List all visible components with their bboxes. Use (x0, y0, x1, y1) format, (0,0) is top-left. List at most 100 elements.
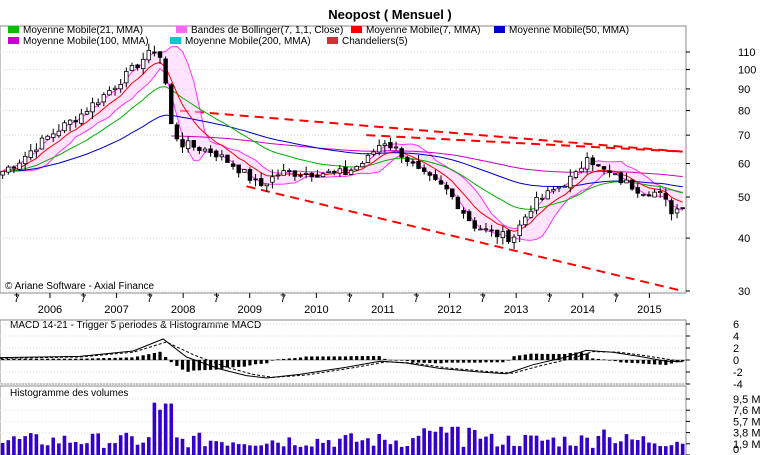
candle-body (236, 164, 241, 174)
candle-body (534, 197, 539, 211)
macd-histogram-bar (231, 360, 235, 368)
candle-body (618, 172, 624, 184)
volume-bar (635, 440, 640, 455)
candle-body (427, 172, 432, 176)
ma100-line (171, 135, 683, 178)
mid-year-tick-label: 7 (347, 293, 353, 305)
macd-histogram-bar (551, 353, 556, 360)
macd-histogram-bar (439, 360, 443, 364)
volume-bar (416, 435, 421, 455)
macd-histogram-bar (169, 360, 173, 363)
macd-histogram-bar (613, 360, 617, 362)
candle-body (326, 170, 331, 173)
candle-body (79, 113, 84, 124)
macd-histogram-bar (96, 358, 100, 360)
macd-histogram-bar (461, 360, 466, 363)
volume-bar (304, 445, 308, 455)
macd-histogram-bar (445, 360, 449, 363)
volume-bar (343, 435, 348, 455)
macd-histogram-bar (270, 360, 275, 361)
macd-histogram-bar (253, 360, 258, 365)
mid-year-tick-label: 7 (613, 293, 619, 305)
volume-bar (529, 435, 533, 455)
candle-body (337, 168, 343, 174)
volume-bar (664, 446, 668, 455)
volume-bar (287, 437, 292, 455)
candle-body (500, 231, 506, 239)
macd-histogram-bar (214, 360, 218, 370)
volume-bar (236, 444, 241, 455)
candle-body (208, 148, 213, 153)
candle-body (635, 187, 640, 194)
trend-line (179, 109, 683, 153)
candle-body (657, 191, 663, 193)
candle-body (455, 196, 461, 210)
candle-body (495, 229, 500, 238)
volume-bar (326, 440, 331, 455)
candle-body (590, 157, 595, 166)
candle-body (360, 163, 365, 168)
macd-histogram-bar (652, 360, 657, 365)
macd-histogram-bar (416, 360, 421, 363)
candle-body (348, 170, 354, 175)
volume-bar (501, 444, 505, 455)
volume-bar (152, 402, 157, 455)
macd-histogram-bar (186, 360, 190, 372)
legend-swatch (327, 37, 338, 44)
price-tick-label: 30 (738, 286, 750, 298)
candle-body (388, 142, 393, 149)
candle-body (663, 192, 669, 200)
candle-body (253, 178, 258, 181)
macd-histogram-bar (197, 360, 201, 371)
ma7-line (2, 61, 683, 232)
volume-bar (613, 443, 618, 455)
volume-bar (562, 436, 567, 455)
volume-bar (242, 444, 247, 455)
macd-histogram-bar (512, 356, 516, 360)
trend-line (366, 134, 683, 153)
candle-body (410, 161, 416, 164)
candle-body (174, 124, 180, 140)
candle-body (354, 165, 359, 171)
volume-y-ticks: 9,5 M7,6 M5,7 M3,8 M1,9 M0 (686, 394, 761, 455)
macd-histogram-bar (343, 356, 348, 360)
volume-bar (551, 437, 556, 455)
candle-body (652, 191, 657, 198)
volume-bar (146, 437, 151, 455)
candle-body (562, 185, 567, 188)
candle-body (17, 162, 22, 170)
volume-bar (399, 446, 404, 455)
macd-histogram-bar (377, 356, 381, 360)
macd-histogram-bar (484, 360, 488, 363)
candle-body (320, 173, 326, 178)
macd-histogram-bar (119, 357, 123, 360)
macd-histogram-bar (23, 358, 27, 360)
ma21-line (2, 86, 683, 210)
macd-histogram-bar (102, 358, 106, 360)
volume-bar (366, 438, 370, 455)
macd-histogram-bar (596, 358, 600, 360)
macd-histogram-bar (664, 360, 668, 365)
volume-bar (124, 432, 129, 455)
macd-histogram-bar (74, 358, 78, 360)
macd-histogram-bar (574, 352, 578, 360)
volume-bar (231, 442, 235, 455)
price-y-ticks: 30 40 50 60 70 80 90 100 110 (686, 47, 756, 298)
macd-histogram-bar (388, 359, 393, 361)
volume-bar (208, 440, 213, 455)
macd-tick-label: 2 (733, 343, 739, 355)
volume-tick-label: 5,7 M (733, 416, 761, 428)
candle-body (6, 166, 11, 173)
volume-bar (79, 444, 84, 455)
volume-bar (68, 442, 72, 455)
candle-body (332, 171, 337, 173)
macd-histogram-bar (523, 354, 527, 360)
volume-bar (394, 440, 398, 455)
volume-bar (641, 436, 646, 455)
candle-body (303, 172, 309, 175)
candle-body (247, 169, 253, 181)
volume-bar (332, 446, 337, 455)
volume-bar (338, 438, 342, 455)
volume-bar (28, 433, 33, 455)
macd-histogram-bar (40, 358, 44, 360)
